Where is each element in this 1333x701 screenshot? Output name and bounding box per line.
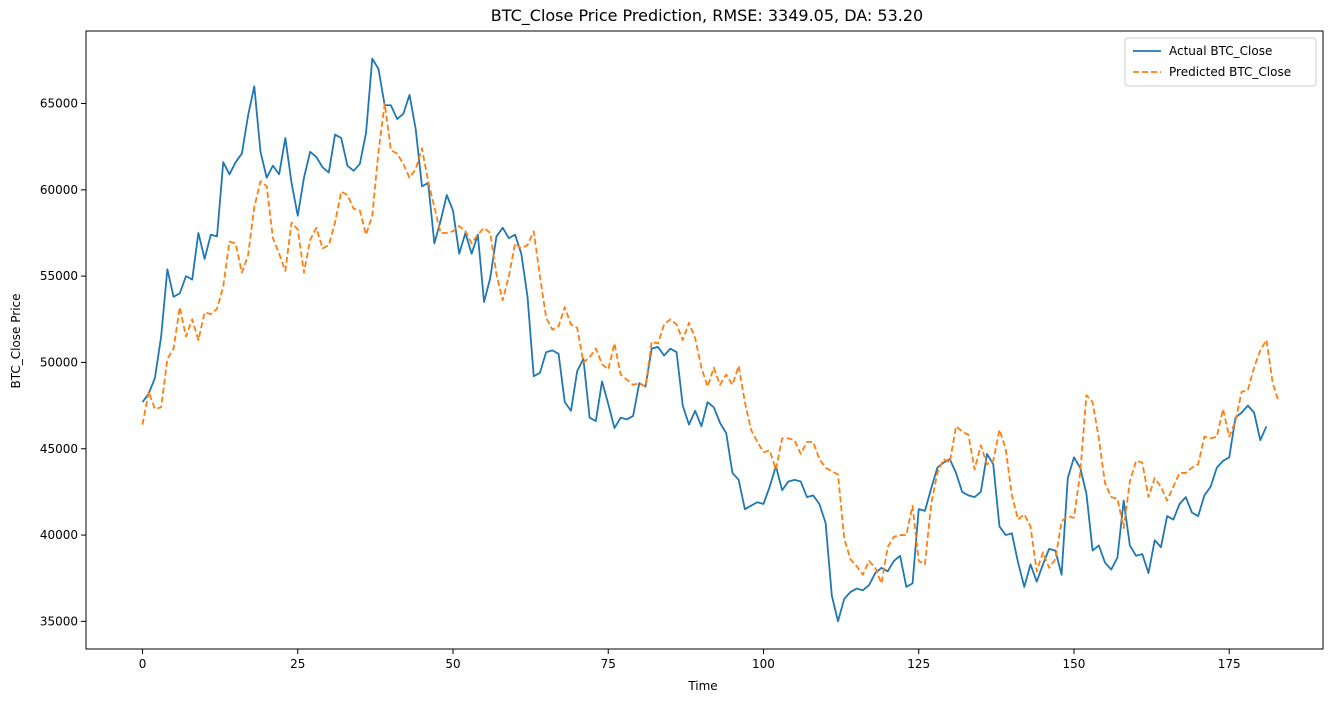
- x-tick-label: 100: [752, 657, 775, 671]
- x-axis-title: Time: [687, 679, 717, 693]
- x-tick-label: 75: [601, 657, 616, 671]
- legend-label-actual: Actual BTC_Close: [1169, 44, 1272, 58]
- legend-label-predicted: Predicted BTC_Close: [1169, 65, 1291, 79]
- x-tick-label: 0: [139, 657, 147, 671]
- series-line-actual: [141, 57, 1268, 623]
- x-tick-label: 150: [1063, 657, 1086, 671]
- x-tick-label: 175: [1218, 657, 1241, 671]
- chart-title: BTC_Close Price Prediction, RMSE: 3349.0…: [491, 6, 923, 26]
- x-tick-label: 125: [907, 657, 930, 671]
- x-tick-label: 25: [290, 657, 305, 671]
- x-tick-label: 50: [445, 657, 460, 671]
- y-tick-label: 50000: [40, 355, 78, 369]
- y-tick-label: 35000: [40, 614, 78, 628]
- y-tick-label: 55000: [40, 269, 78, 283]
- y-tick-label: 45000: [40, 442, 78, 456]
- legend-box: [1124, 37, 1317, 87]
- series-line-predicted: [141, 102, 1280, 585]
- legend: Actual BTC_Close Predicted BTC_Close: [1124, 37, 1317, 87]
- y-tick-label: 60000: [40, 183, 78, 197]
- y-tick-label: 65000: [40, 97, 78, 111]
- y-tick-label: 40000: [40, 528, 78, 542]
- plot-area: 0 25 50 75 100 125 150 175 35000 40000 45000 50000 5…: [40, 30, 1324, 671]
- plot-frame: [85, 30, 1324, 650]
- y-axis-title: BTC_Close Price: [9, 293, 23, 388]
